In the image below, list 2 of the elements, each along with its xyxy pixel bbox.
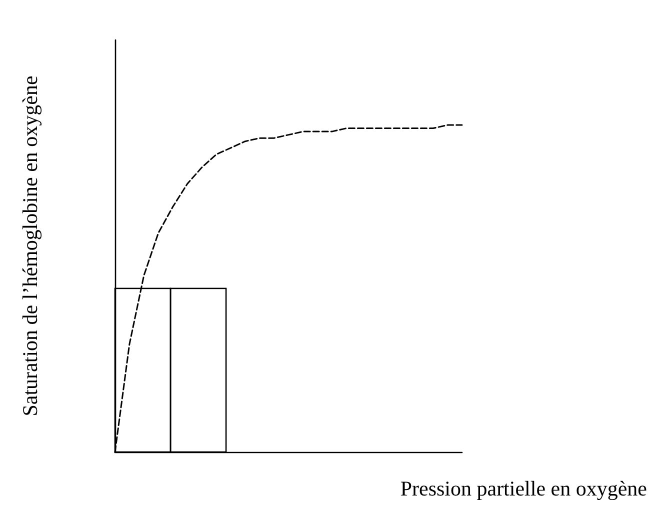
x-axis-title: Pression partielle en oxygène xyxy=(400,476,648,500)
y-axis-title: Saturation de l’hémoglobine en oxygène xyxy=(18,76,42,416)
